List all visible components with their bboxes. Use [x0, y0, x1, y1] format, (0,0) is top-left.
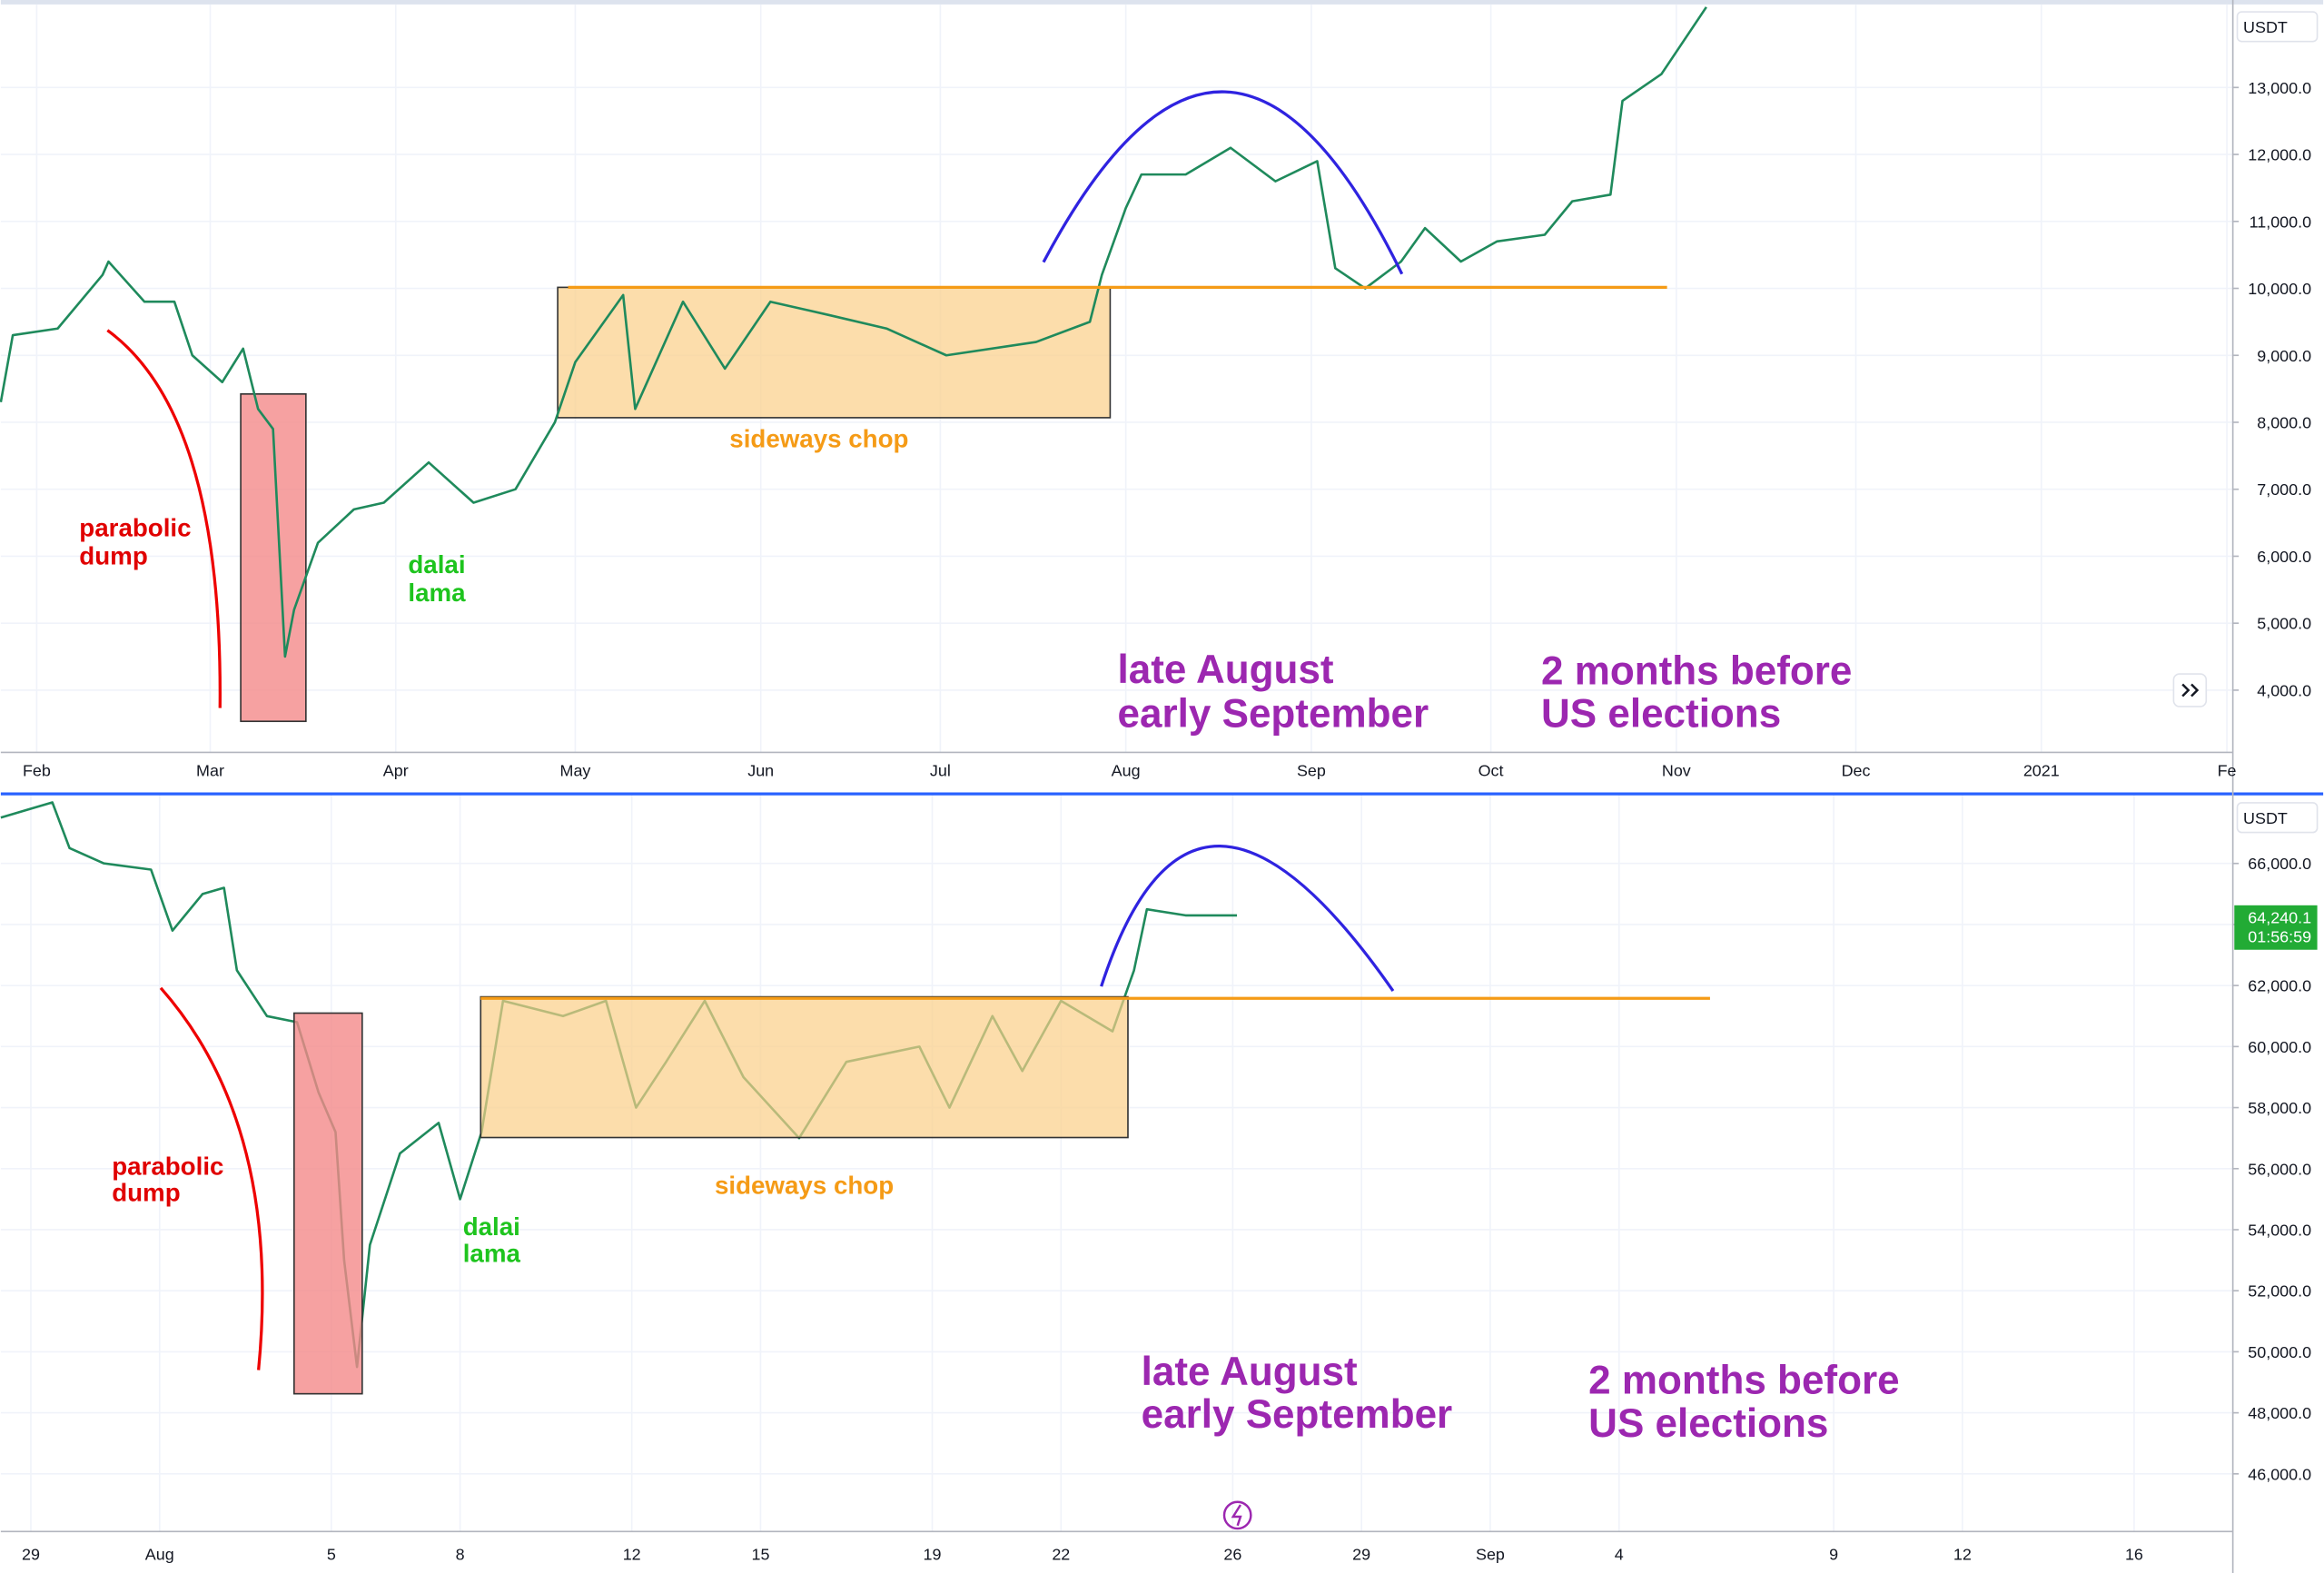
range-box	[557, 286, 1112, 419]
y-tick-label: 50,000.0	[2248, 1343, 2311, 1361]
dump-curve	[159, 986, 264, 1370]
y-tick-label: 58,000.0	[2248, 1099, 2311, 1117]
y-tick-label: 10,000.0	[2248, 280, 2311, 298]
countdown-label: 01:56:59	[2248, 928, 2311, 946]
x-tick-label: Feb	[23, 762, 51, 780]
x-tick-label: 5	[327, 1545, 336, 1563]
x-tick-label: Aug	[145, 1545, 174, 1563]
currency-label: USDT	[2243, 809, 2288, 827]
y-tick-label: 5,000.0	[2257, 615, 2311, 633]
x-tick-label: 8	[456, 1545, 465, 1563]
x-tick-label: 16	[2125, 1545, 2143, 1563]
y-tick-label: 9,000.0	[2257, 347, 2311, 365]
x-tick-label: 29	[22, 1545, 40, 1563]
x-tick-label: Sep	[1476, 1545, 1505, 1563]
annotation: lama	[408, 579, 466, 607]
x-tick-label: Jun	[747, 762, 774, 780]
y-tick-label: 60,000.0	[2248, 1038, 2311, 1056]
annotation: late August	[1142, 1350, 1358, 1394]
x-tick-label: May	[560, 762, 591, 780]
last-price-label: 64,240.1	[2248, 908, 2311, 926]
annotation: US elections	[1588, 1401, 1828, 1446]
annotation: dalai	[408, 550, 465, 579]
top-arc	[1042, 90, 1404, 275]
currency-button[interactable]	[2236, 802, 2319, 834]
annotation: late August	[1118, 648, 1334, 692]
x-tick-label: 29	[1352, 1545, 1370, 1563]
x-tick-label: 15	[751, 1545, 769, 1563]
annotation: early September	[1118, 692, 1429, 737]
y-tick-label: 46,000.0	[2248, 1465, 2311, 1483]
y-tick-label: 66,000.0	[2248, 855, 2311, 873]
annotation: early September	[1142, 1392, 1453, 1437]
y-tick-label: 13,000.0	[2248, 79, 2311, 97]
x-tick-label: Nov	[1662, 762, 1691, 780]
event-icon[interactable]	[1222, 1500, 1252, 1530]
annotation: sideways chop	[715, 1171, 894, 1199]
x-tick-label: 12	[623, 1545, 641, 1563]
annotation: 2 months before	[1588, 1359, 1899, 1403]
top-arc	[1100, 845, 1395, 992]
x-tick-label: 9	[1829, 1545, 1838, 1563]
price-line	[0, 6, 1707, 658]
annotation: dalai	[463, 1212, 520, 1241]
x-tick-label: Apr	[383, 762, 409, 780]
y-tick-label: 48,000.0	[2248, 1404, 2311, 1422]
annotation: US elections	[1541, 692, 1781, 737]
labels: 4,000.0 5,000.0 6,000.0 7,000.0 8,000.0 9,000…	[22, 11, 2319, 1563]
x-tick-label: Jul	[930, 762, 951, 780]
x-tick-label: 19	[924, 1545, 942, 1563]
dump-box	[292, 1012, 363, 1395]
x-tick-label: 4	[1615, 1545, 1624, 1563]
annotation: parabolic	[79, 513, 191, 541]
annotation: lama	[463, 1240, 521, 1268]
x-tick-label: 2021	[2023, 762, 2060, 780]
top-bar	[0, 0, 2324, 5]
y-tick-label: 4,000.0	[2257, 681, 2311, 699]
x-tick-label: Fe	[2218, 762, 2237, 780]
y-tick-label: 8,000.0	[2257, 414, 2311, 432]
y-tick-label: 56,000.0	[2248, 1160, 2311, 1178]
range-box	[480, 995, 1129, 1139]
y-tick-label: 6,000.0	[2257, 548, 2311, 566]
annotation: dump	[112, 1179, 180, 1207]
y-tick-label: 52,000.0	[2248, 1282, 2311, 1301]
annotation: sideways chop	[729, 425, 908, 453]
x-tick-label: Mar	[196, 762, 224, 780]
x-tick-label: Aug	[1112, 762, 1141, 780]
scroll-icon	[2181, 683, 2200, 697]
annotation: 2 months before	[1541, 648, 1852, 693]
x-tick-label: Dec	[1842, 762, 1871, 780]
y-tick-label: 7,000.0	[2257, 480, 2311, 499]
x-tick-label: Sep	[1297, 762, 1326, 780]
x-tick-label: 22	[1052, 1545, 1070, 1563]
dump-curve	[106, 329, 222, 708]
y-tick-label: 12,000.0	[2248, 146, 2311, 164]
y-tick-label: 11,000.0	[2250, 213, 2311, 231]
y-tick-label: 54,000.0	[2248, 1222, 2311, 1240]
currency-button[interactable]	[2236, 11, 2319, 43]
x-tick-label: 12	[1953, 1545, 1972, 1563]
x-tick-label: 26	[1223, 1545, 1241, 1563]
last-price-tag	[2234, 905, 2318, 950]
y-tick-label: 62,000.0	[2248, 977, 2311, 995]
annotation: parabolic	[112, 1152, 223, 1180]
currency-label: USDT	[2243, 18, 2288, 36]
event-bolt	[1231, 1504, 1242, 1527]
x-tick-label: Oct	[1478, 762, 1504, 780]
annotation: dump	[79, 541, 147, 569]
